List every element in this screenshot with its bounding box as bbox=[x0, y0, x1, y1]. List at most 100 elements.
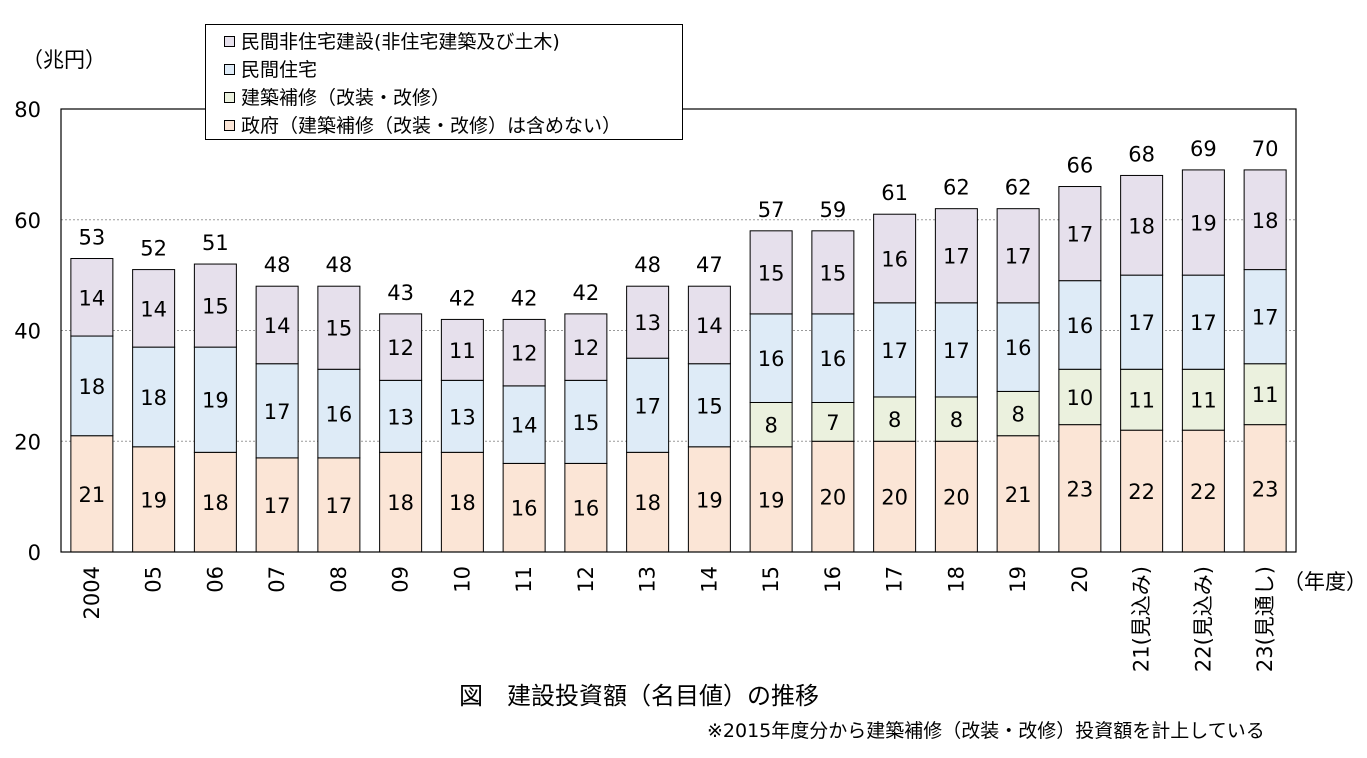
segment-value-label: 17 bbox=[264, 494, 291, 518]
segment-value-label: 14 bbox=[696, 314, 723, 338]
y-tick-label: 40 bbox=[14, 320, 41, 344]
legend-item-government: 政府（建築補修（改装・改修）は含めない） bbox=[224, 112, 682, 140]
legend-item-private-housing: 民間住宅 bbox=[224, 56, 682, 84]
bar-segment bbox=[811, 230, 855, 315]
bar-segment bbox=[1243, 269, 1287, 365]
segment-value-label: 20 bbox=[943, 486, 970, 510]
segment-value-label: 19 bbox=[202, 389, 229, 413]
legend-swatch bbox=[224, 120, 235, 131]
figure-title: 図 建設投資額（名目値）の推移 bbox=[459, 682, 819, 710]
bar-segment bbox=[132, 446, 176, 553]
y-axis-unit: （兆円） bbox=[22, 48, 106, 72]
segment-value-label: 14 bbox=[79, 286, 106, 310]
x-tick-label: 23(見通し) bbox=[1253, 566, 1277, 672]
grid-lines bbox=[61, 219, 1296, 442]
total-value-label: 59 bbox=[820, 198, 847, 222]
bar-segment bbox=[317, 285, 361, 370]
segment-value-label: 18 bbox=[202, 491, 229, 515]
segment-value-label: 17 bbox=[1128, 311, 1155, 335]
x-tick-label: 2004 bbox=[80, 566, 104, 619]
x-tick-label: 17 bbox=[883, 566, 907, 593]
x-axis-ticks: 2004 05 06 07 08 09 10 11 12 13 14 15 16 17 18 19 20 21(見… bbox=[80, 566, 1277, 672]
bar-segment bbox=[626, 451, 670, 553]
bar-segment bbox=[1243, 424, 1287, 553]
segment-value-label: 21 bbox=[79, 483, 106, 507]
segment-value-label: 13 bbox=[634, 311, 661, 335]
total-value-label: 53 bbox=[79, 226, 106, 250]
x-tick-label: 08 bbox=[327, 566, 351, 593]
total-value-label: 52 bbox=[140, 237, 167, 261]
segment-value-label: 16 bbox=[1067, 314, 1094, 338]
total-value-label: 70 bbox=[1252, 137, 1279, 161]
bar-segment bbox=[873, 213, 917, 304]
bar-segment bbox=[687, 285, 731, 365]
x-axis-unit: （年度） bbox=[1283, 570, 1367, 594]
segment-value-label: 17 bbox=[326, 494, 353, 518]
bar-segment bbox=[996, 390, 1040, 437]
segment-value-label: 16 bbox=[326, 403, 353, 427]
bar-segment bbox=[70, 258, 114, 337]
bar-segment bbox=[193, 346, 237, 453]
segment-value-label: 16 bbox=[820, 347, 847, 371]
x-tick-label: 18 bbox=[944, 566, 968, 593]
total-value-label: 48 bbox=[634, 253, 661, 277]
total-value-label: 62 bbox=[943, 176, 970, 200]
legend-item-building-repair: 建築補修（改装・改修） bbox=[224, 84, 682, 112]
bar-segment bbox=[379, 451, 423, 553]
x-tick-label: 15 bbox=[759, 566, 783, 593]
segment-value-label: 12 bbox=[573, 336, 600, 360]
segment-value-label: 15 bbox=[820, 261, 847, 285]
legend-label: 民間非住宅建設(非住宅建築及び土木) bbox=[241, 31, 560, 53]
bar-segment bbox=[255, 457, 299, 553]
segment-value-label: 15 bbox=[573, 411, 600, 435]
bar-segment bbox=[379, 379, 423, 453]
legend-swatch bbox=[224, 64, 235, 75]
bar-segment bbox=[626, 357, 670, 453]
y-tick-label: 60 bbox=[14, 209, 41, 233]
segment-value-label: 11 bbox=[1128, 389, 1155, 413]
segment-value-label: 18 bbox=[1252, 209, 1279, 233]
bar-group: 16 15 12 42 bbox=[564, 281, 608, 553]
segment-value-label: 19 bbox=[1190, 212, 1217, 236]
segment-value-label: 13 bbox=[449, 405, 476, 429]
bar-group: 21 18 14 53 bbox=[70, 226, 114, 553]
segment-value-label: 14 bbox=[140, 297, 167, 321]
segment-value-label: 19 bbox=[696, 488, 723, 512]
total-value-label: 42 bbox=[449, 286, 476, 310]
segment-value-label: 7 bbox=[826, 411, 839, 435]
bar-segment bbox=[1120, 274, 1164, 370]
bar-segment bbox=[379, 313, 423, 381]
bar-group: 18 19 15 51 bbox=[193, 231, 237, 553]
segment-value-label: 19 bbox=[140, 488, 167, 512]
total-value-label: 47 bbox=[696, 253, 723, 277]
bar-segment bbox=[626, 285, 670, 359]
bar-group: 19 18 14 52 bbox=[132, 237, 176, 553]
bar-segment bbox=[996, 208, 1040, 304]
segment-value-label: 17 bbox=[1190, 311, 1217, 335]
x-tick-label: 10 bbox=[450, 566, 474, 593]
total-value-label: 69 bbox=[1190, 137, 1217, 161]
bar-segment bbox=[1181, 368, 1225, 431]
bar-segment bbox=[934, 208, 978, 304]
bar-segment bbox=[132, 346, 176, 448]
bar-segment bbox=[1120, 174, 1164, 276]
legend-label: 政府（建築補修（改装・改修）は含めない） bbox=[241, 115, 622, 137]
legend: 民間非住宅建設(非住宅建築及び土木) 民間住宅 建築補修（改装・改修） 政府（建… bbox=[205, 24, 683, 140]
x-tick-label: 11 bbox=[512, 566, 536, 593]
y-tick-label: 0 bbox=[28, 541, 41, 565]
legend-label: 建築補修（改装・改修） bbox=[241, 87, 451, 109]
bar-segment bbox=[1243, 169, 1287, 271]
segment-value-label: 21 bbox=[1005, 483, 1032, 507]
segment-value-label: 23 bbox=[1252, 477, 1279, 501]
segment-value-label: 10 bbox=[1067, 386, 1094, 410]
bar-group: 23 11 17 18 70 bbox=[1243, 137, 1287, 553]
bar-segment bbox=[1243, 363, 1287, 426]
segment-value-label: 22 bbox=[1190, 480, 1217, 504]
bar-group: 18 17 13 48 bbox=[626, 253, 670, 553]
bar-segment bbox=[502, 318, 546, 387]
segment-value-label: 15 bbox=[202, 295, 229, 319]
total-value-label: 48 bbox=[264, 253, 291, 277]
segment-value-label: 17 bbox=[1252, 306, 1279, 330]
bar-segment bbox=[687, 363, 731, 448]
